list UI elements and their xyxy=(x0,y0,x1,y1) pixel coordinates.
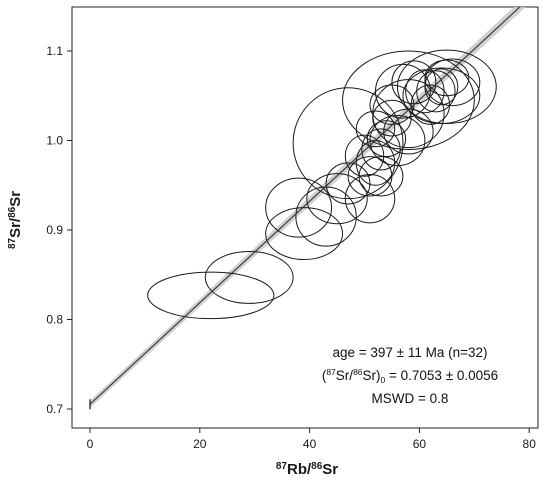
error-ellipses xyxy=(147,49,497,320)
x-tick-label: 80 xyxy=(523,437,537,451)
x-axis-label: 87Rb/86Sr xyxy=(276,461,338,478)
error-ellipse xyxy=(402,67,481,124)
x-tick-label: 60 xyxy=(413,437,427,451)
annotation-mswd: MSWD = 0.8 xyxy=(372,391,449,406)
error-ellipse xyxy=(325,162,371,205)
error-ellipse xyxy=(306,173,368,225)
error-ellipse xyxy=(391,60,437,105)
isochron-annotation: age = 397 ± 11 Ma (n=32) (87Sr/86Sr)0 = … xyxy=(322,345,498,406)
plot-frame xyxy=(71,6,539,429)
error-ellipse xyxy=(424,58,481,107)
y-axis-ticks: 0.7 0.8 0.9 1.0 1.1 xyxy=(46,44,72,416)
error-ellipse xyxy=(342,50,475,150)
x-axis-ticks: 0 20 40 60 80 xyxy=(87,428,537,451)
annotation-initial-ratio: (87Sr/86Sr)0 = 0.7053 ± 0.0056 xyxy=(322,367,498,385)
error-ellipse xyxy=(355,110,396,148)
y-tick-label: 0.8 xyxy=(46,313,63,327)
x-tick-label: 40 xyxy=(303,437,317,451)
error-ellipse xyxy=(204,250,294,304)
y-tick-label: 1.0 xyxy=(46,134,63,148)
error-ellipse xyxy=(405,69,445,114)
regression-line xyxy=(89,7,521,405)
error-ellipse xyxy=(410,84,451,125)
annotation-age: age = 397 ± 11 Ma (n=32) xyxy=(332,345,487,360)
error-ellipse xyxy=(147,271,275,320)
error-ellipse xyxy=(265,207,344,261)
error-ellipse xyxy=(374,63,431,119)
plot-area xyxy=(89,7,526,408)
error-ellipse xyxy=(358,156,404,197)
y-tick-label: 0.7 xyxy=(46,402,63,416)
error-ellipse xyxy=(292,87,404,200)
x-tick-label: 20 xyxy=(193,437,207,451)
y-tick-label: 1.1 xyxy=(46,44,63,58)
y-axis-label: 87Sr/86Sr xyxy=(7,191,24,249)
error-ellipse xyxy=(344,134,385,177)
error-ellipse xyxy=(416,70,456,113)
y-tick-label: 0.9 xyxy=(46,223,63,237)
error-ellipse xyxy=(265,177,333,238)
x-tick-label: 0 xyxy=(87,437,94,451)
